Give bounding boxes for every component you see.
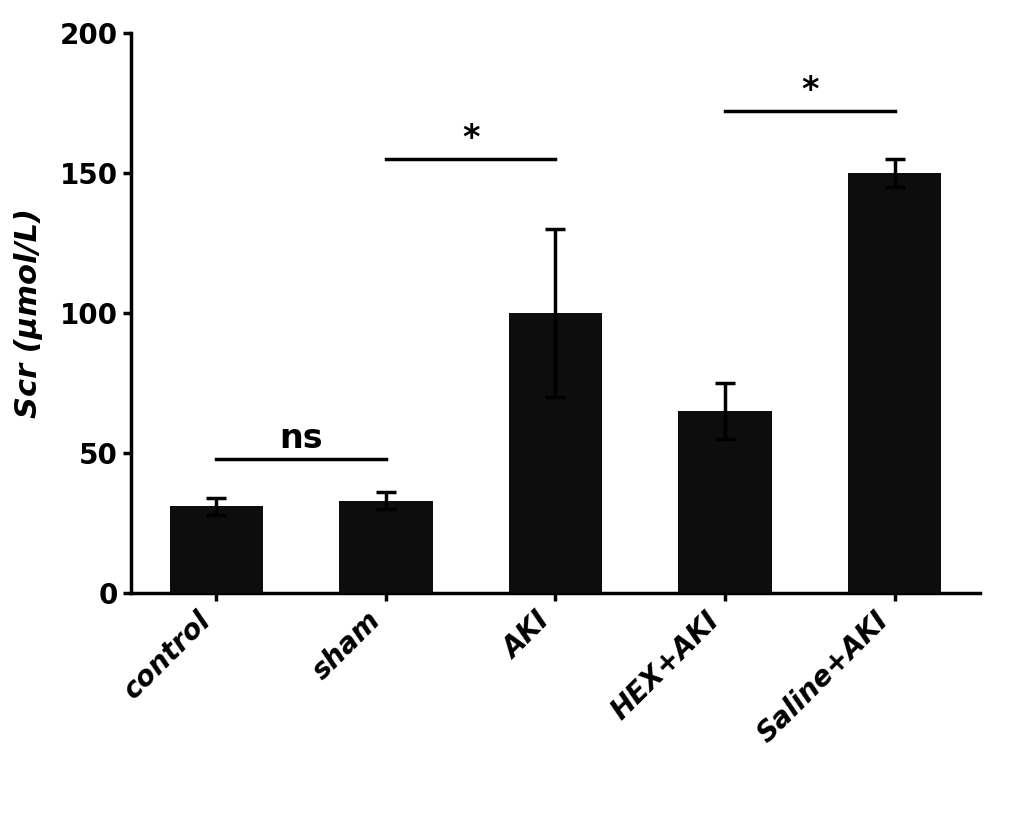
Bar xyxy=(339,501,432,593)
Text: ns: ns xyxy=(280,422,323,455)
Bar xyxy=(509,313,602,593)
Bar xyxy=(848,173,941,593)
Bar xyxy=(679,411,772,593)
Y-axis label: Scr (μmol/L): Scr (μmol/L) xyxy=(14,208,43,418)
Text: *: * xyxy=(462,122,480,155)
Text: *: * xyxy=(801,74,818,107)
Bar xyxy=(170,507,263,593)
